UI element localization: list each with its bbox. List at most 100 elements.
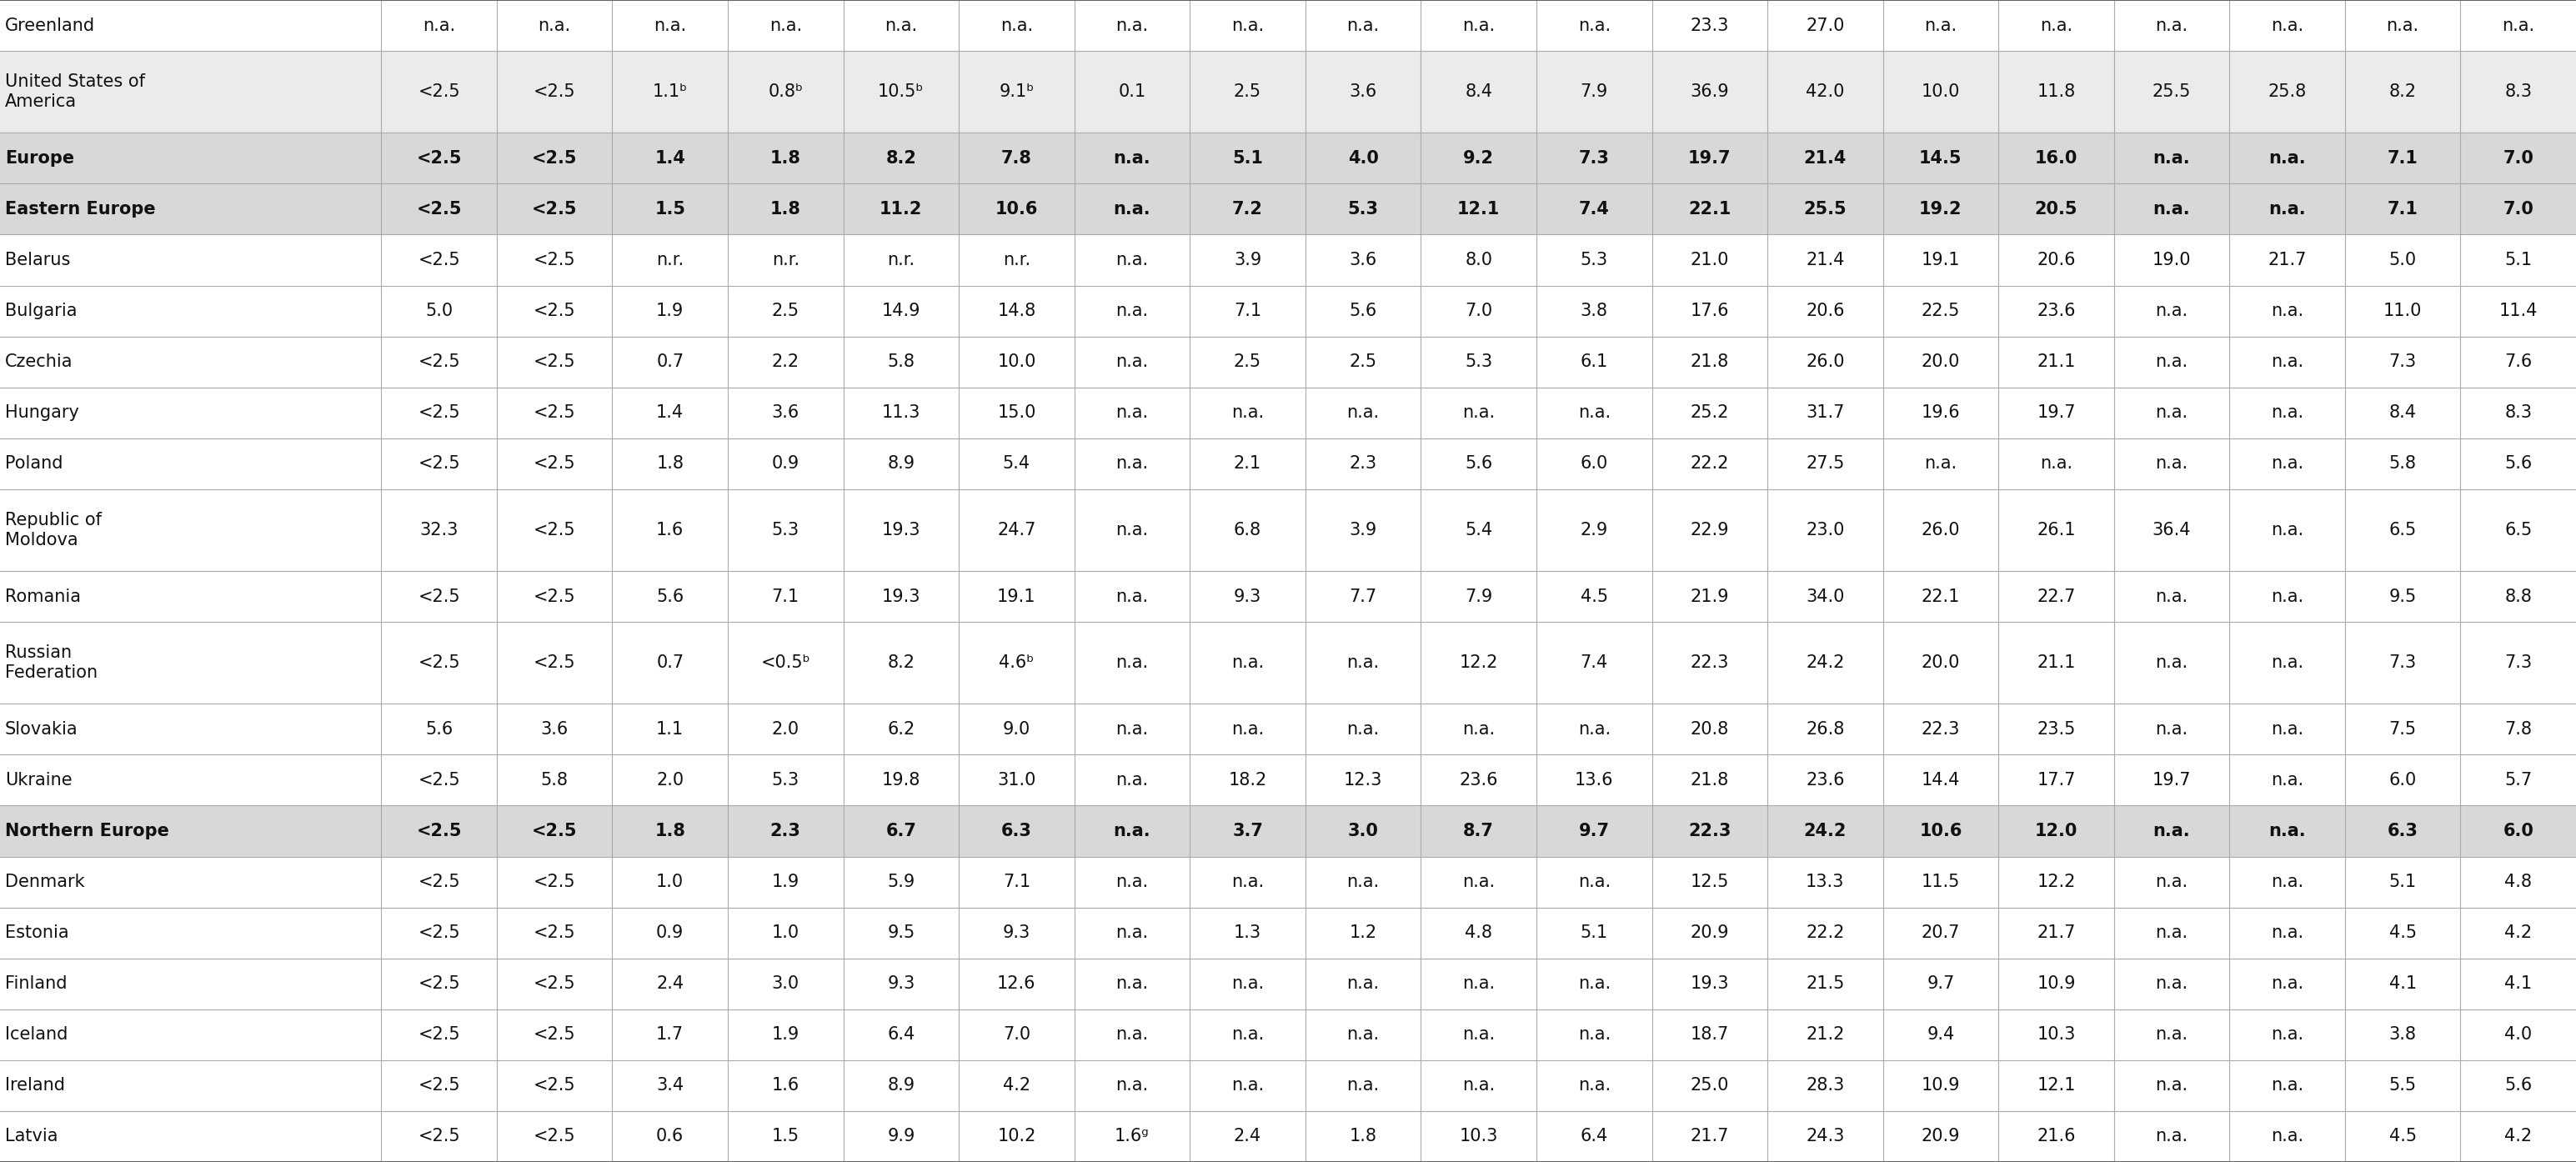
Text: 20.5: 20.5 bbox=[2035, 201, 2079, 217]
Text: 22.3: 22.3 bbox=[1690, 654, 1728, 672]
Bar bbox=[0, 1060, 2576, 1111]
Text: 20.7: 20.7 bbox=[1922, 925, 1960, 941]
Text: n.a.: n.a. bbox=[1115, 522, 1149, 538]
Text: 1.6: 1.6 bbox=[657, 522, 683, 538]
Text: 9.9: 9.9 bbox=[886, 1128, 914, 1145]
Text: <2.5: <2.5 bbox=[533, 874, 574, 890]
Text: 14.5: 14.5 bbox=[1919, 150, 1963, 166]
Text: 2.1: 2.1 bbox=[1234, 456, 1262, 472]
Text: 2.4: 2.4 bbox=[657, 975, 683, 992]
Text: Northern Europe: Northern Europe bbox=[5, 823, 170, 839]
Text: <2.5: <2.5 bbox=[533, 654, 574, 672]
Text: n.a.: n.a. bbox=[1347, 1077, 1378, 1093]
Text: <2.5: <2.5 bbox=[417, 1026, 461, 1043]
Text: 23.5: 23.5 bbox=[2038, 720, 2076, 738]
Text: n.r.: n.r. bbox=[886, 252, 914, 268]
Text: 21.0: 21.0 bbox=[1690, 252, 1728, 268]
Text: 17.7: 17.7 bbox=[2038, 772, 2076, 789]
Text: n.a.: n.a. bbox=[1347, 975, 1378, 992]
Text: 7.7: 7.7 bbox=[1350, 588, 1378, 604]
Text: 20.9: 20.9 bbox=[1922, 1128, 1960, 1145]
Text: 21.7: 21.7 bbox=[1690, 1128, 1728, 1145]
Bar bbox=[0, 622, 2576, 704]
Text: n.a.: n.a. bbox=[1115, 252, 1149, 268]
Text: 10.0: 10.0 bbox=[997, 353, 1036, 371]
Text: n.a.: n.a. bbox=[1347, 720, 1378, 738]
Text: 20.6: 20.6 bbox=[2038, 252, 2076, 268]
Text: 19.2: 19.2 bbox=[1919, 201, 1963, 217]
Text: 1.9: 1.9 bbox=[657, 302, 683, 320]
Text: 26.0: 26.0 bbox=[1806, 353, 1844, 371]
Text: <2.5: <2.5 bbox=[533, 975, 574, 992]
Text: 5.5: 5.5 bbox=[2388, 1077, 2416, 1093]
Text: 19.7: 19.7 bbox=[2038, 404, 2076, 421]
Text: 0.7: 0.7 bbox=[657, 654, 683, 672]
Text: <2.5: <2.5 bbox=[533, 588, 574, 604]
Text: 8.2: 8.2 bbox=[886, 150, 917, 166]
Text: 12.2: 12.2 bbox=[1458, 654, 1499, 672]
Text: 26.8: 26.8 bbox=[1806, 720, 1844, 738]
Text: 8.4: 8.4 bbox=[1466, 84, 1492, 100]
Text: 23.6: 23.6 bbox=[2038, 302, 2076, 320]
Text: n.r.: n.r. bbox=[657, 252, 683, 268]
Text: 1.8: 1.8 bbox=[657, 456, 683, 472]
Text: 31.7: 31.7 bbox=[1806, 404, 1844, 421]
Text: Ireland: Ireland bbox=[5, 1077, 64, 1093]
Text: 5.3: 5.3 bbox=[1466, 353, 1492, 371]
Text: n.a.: n.a. bbox=[2272, 17, 2303, 34]
Text: 14.4: 14.4 bbox=[1922, 772, 1960, 789]
Text: 0.1: 0.1 bbox=[1118, 84, 1146, 100]
Text: 1.8: 1.8 bbox=[1350, 1128, 1376, 1145]
Text: 24.7: 24.7 bbox=[997, 522, 1036, 538]
Text: 19.7: 19.7 bbox=[2154, 772, 2192, 789]
Text: 5.4: 5.4 bbox=[1466, 522, 1492, 538]
Text: n.a.: n.a. bbox=[2272, 404, 2303, 421]
Text: n.a.: n.a. bbox=[1231, 1026, 1265, 1043]
Text: 5.1: 5.1 bbox=[1231, 150, 1262, 166]
Text: <2.5: <2.5 bbox=[417, 874, 461, 890]
Text: 7.1: 7.1 bbox=[2388, 201, 2419, 217]
Text: 1.5: 1.5 bbox=[654, 201, 685, 217]
Text: n.a.: n.a. bbox=[2501, 17, 2535, 34]
Text: 42.0: 42.0 bbox=[1806, 84, 1844, 100]
Text: n.a.: n.a. bbox=[538, 17, 572, 34]
Text: 5.8: 5.8 bbox=[2388, 456, 2416, 472]
Text: <2.5: <2.5 bbox=[417, 654, 461, 672]
Text: 4.5: 4.5 bbox=[1579, 588, 1607, 604]
Text: <2.5: <2.5 bbox=[533, 1026, 574, 1043]
Text: 2.5: 2.5 bbox=[1234, 353, 1262, 371]
Text: 14.9: 14.9 bbox=[881, 302, 920, 320]
Text: n.a.: n.a. bbox=[1231, 975, 1265, 992]
Text: Belarus: Belarus bbox=[5, 252, 70, 268]
Text: 21.1: 21.1 bbox=[2038, 654, 2076, 672]
Text: 5.8: 5.8 bbox=[541, 772, 569, 789]
Text: 1.8: 1.8 bbox=[770, 150, 801, 166]
Text: <2.5: <2.5 bbox=[417, 772, 461, 789]
Text: 2.3: 2.3 bbox=[1350, 456, 1378, 472]
Text: 21.7: 21.7 bbox=[2038, 925, 2076, 941]
Text: 7.0: 7.0 bbox=[1002, 1026, 1030, 1043]
Text: 12.5: 12.5 bbox=[1690, 874, 1728, 890]
Text: 1.7: 1.7 bbox=[657, 1026, 683, 1043]
Text: 2.9: 2.9 bbox=[1579, 522, 1607, 538]
Text: 7.3: 7.3 bbox=[2504, 654, 2532, 672]
Text: n.a.: n.a. bbox=[2272, 874, 2303, 890]
Text: n.a.: n.a. bbox=[2040, 456, 2074, 472]
Text: n.a.: n.a. bbox=[2272, 1026, 2303, 1043]
Text: 5.1: 5.1 bbox=[1579, 925, 1607, 941]
Text: 2.0: 2.0 bbox=[657, 772, 683, 789]
Text: Ukraine: Ukraine bbox=[5, 772, 72, 789]
Text: 19.8: 19.8 bbox=[881, 772, 920, 789]
Text: <2.5: <2.5 bbox=[417, 1077, 461, 1093]
Text: 7.3: 7.3 bbox=[2388, 353, 2416, 371]
Text: 36.9: 36.9 bbox=[1690, 84, 1728, 100]
Text: n.a.: n.a. bbox=[1231, 17, 1265, 34]
Text: 7.1: 7.1 bbox=[1002, 874, 1030, 890]
Text: n.a.: n.a. bbox=[1231, 874, 1265, 890]
Text: n.a.: n.a. bbox=[1115, 456, 1149, 472]
Text: 7.5: 7.5 bbox=[2388, 720, 2416, 738]
Text: 4.0: 4.0 bbox=[2504, 1026, 2532, 1043]
Text: 9.1ᵇ: 9.1ᵇ bbox=[999, 84, 1033, 100]
Text: 25.2: 25.2 bbox=[1690, 404, 1728, 421]
Text: 7.1: 7.1 bbox=[2388, 150, 2419, 166]
